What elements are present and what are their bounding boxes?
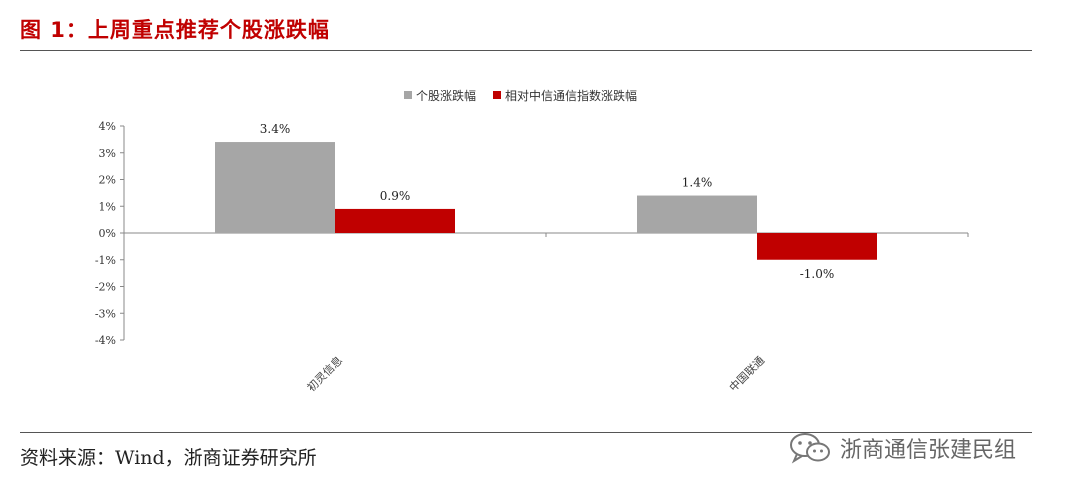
y-axis: 4% 3% 2% 1% 0% -1% -2% -3% -4% xyxy=(95,120,969,347)
watermark: 浙商通信张建民组 xyxy=(788,428,1016,468)
figure-title: 图 1：上周重点推荐个股涨跌幅 xyxy=(20,18,330,42)
category-label-0: 初灵信息 xyxy=(304,353,345,394)
legend-swatch-1 xyxy=(493,91,501,99)
category-labels: 初灵信息 中国联通 xyxy=(304,353,767,394)
legend-label-1: 相对中信通信指数涨跌幅 xyxy=(505,88,637,103)
y-tick-label: 0% xyxy=(99,227,116,240)
y-tick-label: -2% xyxy=(95,281,116,294)
watermark-text: 浙商通信张建民组 xyxy=(840,438,1017,463)
legend-swatch-0 xyxy=(404,91,412,99)
y-tick-label: 3% xyxy=(99,147,116,160)
y-tick-label: -3% xyxy=(95,307,116,320)
source-divider xyxy=(20,432,1032,433)
bar-1-0 xyxy=(637,195,757,233)
y-tick-label: 2% xyxy=(99,174,116,187)
source-note: 资料来源：Wind，浙商证券研究所 xyxy=(20,447,317,469)
wechat-icon xyxy=(790,433,830,464)
y-tick-label: -1% xyxy=(95,254,116,267)
bars-group: 3.4% 0.9% 1.4% -1.0% xyxy=(215,122,877,281)
data-label-1-0: 1.4% xyxy=(682,176,713,190)
y-tick-label: 1% xyxy=(99,200,116,213)
bar-1-1 xyxy=(757,233,877,260)
category-label-1: 中国联通 xyxy=(727,354,767,394)
bar-chart: 个股涨跌幅 相对中信通信指数涨跌幅 4%3%2%1%0%-1%-2%-3%-4% … xyxy=(95,88,969,394)
data-label-0-1: 0.9% xyxy=(380,189,411,203)
legend-label-0: 个股涨跌幅 xyxy=(416,88,476,103)
bar-0-0 xyxy=(215,142,335,233)
data-label-1-1: -1.0% xyxy=(800,267,835,281)
chart-legend: 个股涨跌幅 相对中信通信指数涨跌幅 xyxy=(404,88,637,103)
data-label-0-0: 3.4% xyxy=(260,122,291,136)
title-divider xyxy=(20,50,1032,51)
y-tick-label: 4% xyxy=(99,120,116,133)
y-tick-label: -4% xyxy=(95,334,116,347)
bar-0-1 xyxy=(335,208,455,233)
